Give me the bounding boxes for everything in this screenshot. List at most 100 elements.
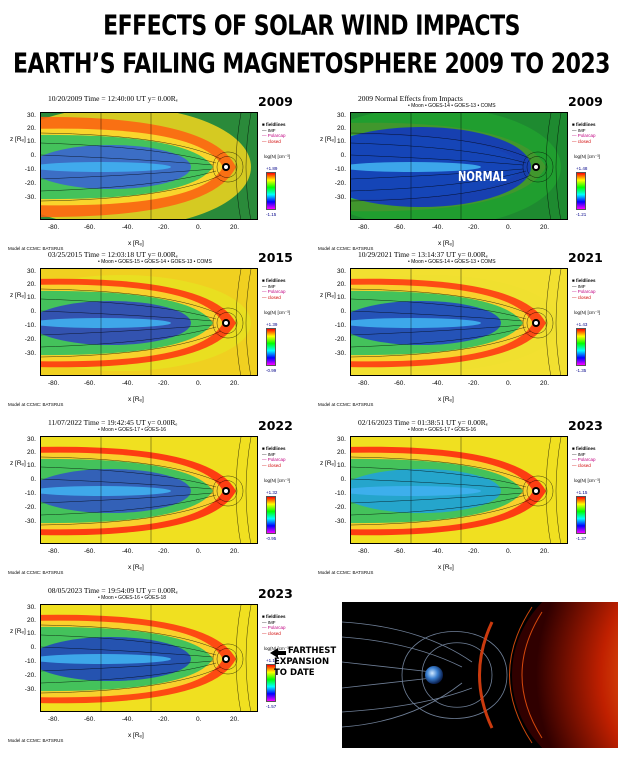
legend-entry: — Polarcap <box>262 457 286 462</box>
satellite-legend: • Moon • GOES-14 • GOES-13 • COMS <box>408 259 496 265</box>
x-tick-label: -40. <box>432 224 444 231</box>
colorbar-min: -0.99 <box>266 368 277 373</box>
panel-year: 2009 <box>568 94 603 109</box>
colorbar-label: log(N) [cm⁻³] <box>574 478 600 483</box>
y-tick-label: 20. <box>336 125 346 132</box>
colorbar-label: log(N) [cm⁻³] <box>574 154 600 159</box>
colorbar <box>266 496 276 534</box>
density-plot <box>350 268 568 376</box>
colorbar-min: -1.35 <box>576 368 587 373</box>
panel-header: 10/20/2009 Time = 12:40:00 UT y= 0.00Rₑ <box>48 94 178 103</box>
satellite-legend: • Moon • GOES-16 • GOES-18 <box>98 595 167 601</box>
panel-header: 11/07/2022 Time = 19:42:45 UT y= 0.00Rₑ <box>48 418 178 427</box>
y-tick-label: 0. <box>30 308 36 315</box>
y-axis-label: z [Rₑ] <box>320 460 336 467</box>
x-tick-label: 20. <box>540 548 550 555</box>
x-axis-label: x [Rₑ] <box>128 396 144 403</box>
y-axis-label: z [Rₑ] <box>320 292 336 299</box>
y-tick-label: 30. <box>336 112 346 119</box>
panel-year: 2023 <box>568 418 603 433</box>
legend-entry: — closed <box>262 630 281 636</box>
x-tick-label: 20. <box>230 548 240 555</box>
legend-entry: — closed <box>262 294 281 300</box>
x-tick-label: -20. <box>158 716 170 723</box>
colorbar <box>266 328 276 366</box>
x-axis-label: x [Rₑ] <box>128 564 144 571</box>
panel-header: 02/16/2023 Time = 01:38:51 UT y= 0.00Rₑ <box>358 418 488 427</box>
x-tick-label: -60. <box>394 224 406 231</box>
colorbar-max: +1.43 <box>576 322 588 327</box>
y-tick-label: 30. <box>26 112 36 119</box>
y-tick-label: 20. <box>26 281 36 288</box>
x-tick-label: -60. <box>394 380 406 387</box>
x-tick-label: 20. <box>230 716 240 723</box>
x-tick-label: -60. <box>84 716 96 723</box>
legend-entry: — Polarcap <box>262 133 286 138</box>
x-tick-label: -40. <box>122 548 134 555</box>
legend-entry: ■ fieldlines <box>262 614 286 619</box>
colorbar-min: -1.37 <box>576 536 587 541</box>
x-tick-label: -80. <box>358 224 370 231</box>
panel-year: 2015 <box>258 250 293 265</box>
x-tick-label: -40. <box>122 380 134 387</box>
colorbar-label: log(N) [cm⁻³] <box>264 478 290 483</box>
x-tick-label: -80. <box>48 716 60 723</box>
y-tick-label: 0. <box>30 644 36 651</box>
x-tick-label: -40. <box>122 716 134 723</box>
legend-entry: — IMF <box>262 127 276 133</box>
x-tick-label: 0. <box>196 548 202 555</box>
legend-entry: ■ fieldlines <box>262 278 286 283</box>
x-tick-label: -80. <box>48 380 60 387</box>
x-tick-label: -60. <box>84 224 96 231</box>
y-tick-label: 0. <box>340 308 346 315</box>
legend-entry: — closed <box>572 462 591 468</box>
x-tick-label: 20. <box>540 380 550 387</box>
panel-header: 08/05/2023 Time = 19:54:09 UT y= 0.00Rₑ <box>48 586 178 595</box>
colorbar-label: log(N) [cm⁻³] <box>264 310 290 315</box>
panel-year: 2022 <box>258 418 293 433</box>
x-tick-label: -20. <box>158 548 170 555</box>
legend-entry: — Polarcap <box>262 625 286 630</box>
expansion-annotation: FARTHEST EXPANSION TO DATE <box>270 646 336 679</box>
satellite-legend: • Moon • GOES-14 • GOES-13 • COMS <box>408 103 496 109</box>
x-tick-label: -80. <box>48 224 60 231</box>
x-tick-label: -60. <box>84 548 96 555</box>
x-tick-label: -80. <box>48 548 60 555</box>
y-tick-label: 0. <box>340 476 346 483</box>
x-tick-label: -40. <box>432 548 444 555</box>
y-tick-label: -20. <box>24 180 36 187</box>
legend-entry: — IMF <box>572 451 586 457</box>
colorbar-max: +1.14 <box>266 658 278 663</box>
y-tick-label: 10. <box>26 462 36 469</box>
y-tick-label: 0. <box>30 476 36 483</box>
colorbar-max: +1.32 <box>266 490 278 495</box>
x-tick-label: -60. <box>394 548 406 555</box>
x-tick-label: -40. <box>122 224 134 231</box>
colorbar-min: -1.57 <box>266 704 277 709</box>
fieldline-legend: ■ fieldlines — IMF — Polarcap — closed <box>262 122 286 144</box>
legend-entry: ■ fieldlines <box>262 446 286 451</box>
y-tick-label: 30. <box>336 436 346 443</box>
legend-entry: ■ fieldlines <box>572 446 596 451</box>
x-tick-label: 0. <box>196 224 202 231</box>
fieldline-legend: ■ fieldlines — IMF — Polarcap — closed <box>572 122 596 144</box>
y-tick-label: 10. <box>26 630 36 637</box>
y-tick-label: -30. <box>334 350 346 357</box>
legend-entry: — IMF <box>262 283 276 289</box>
colorbar-max: +1.89 <box>266 166 278 171</box>
density-plot <box>350 112 568 220</box>
colorbar-min: -1.21 <box>576 212 587 217</box>
legend-entry: ■ fieldlines <box>572 122 596 127</box>
y-tick-label: 20. <box>336 449 346 456</box>
colorbar-max: +1.39 <box>266 322 278 327</box>
legend-entry: — IMF <box>262 451 276 457</box>
legend-entry: — closed <box>572 138 591 144</box>
x-tick-label: 20. <box>540 224 550 231</box>
y-tick-label: 10. <box>26 294 36 301</box>
x-axis-label: x [Rₑ] <box>438 396 454 403</box>
magnetosphere-panel: 2009 Normal Effects from Impacts • Moon •… <box>318 94 618 258</box>
x-tick-label: -20. <box>158 224 170 231</box>
y-tick-label: -20. <box>334 180 346 187</box>
x-tick-label: -80. <box>358 548 370 555</box>
x-tick-label: 0. <box>506 548 512 555</box>
